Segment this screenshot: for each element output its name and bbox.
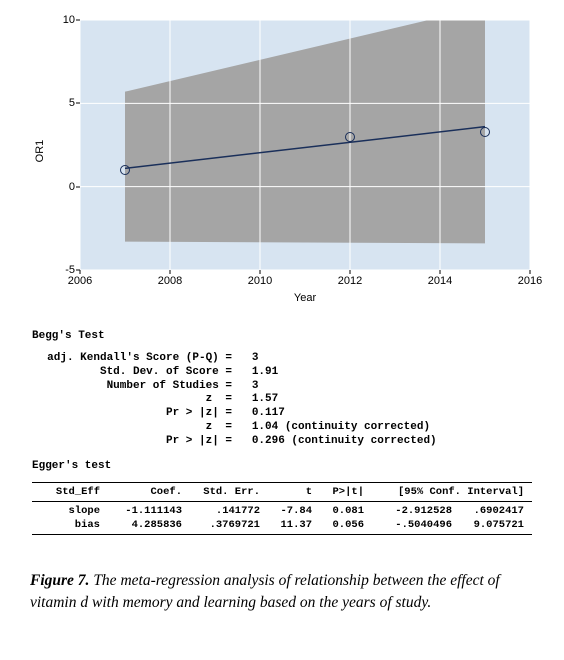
data-point — [120, 165, 130, 175]
confidence-band — [125, 20, 485, 243]
figure-label: Figure 7. — [30, 572, 89, 589]
x-tick — [440, 270, 441, 274]
data-point — [480, 127, 490, 137]
plot-frame — [80, 20, 530, 270]
beggs-test-body: adj. Kendall's Score (P-Q) = 3 Std. Dev.… — [32, 352, 437, 448]
x-tick-label: 2014 — [428, 275, 452, 287]
x-tick — [260, 270, 261, 274]
x-tick-label: 2016 — [518, 275, 542, 287]
y-tick-label: 5 — [69, 97, 75, 109]
x-tick-label: 2008 — [158, 275, 182, 287]
x-tick — [530, 270, 531, 274]
x-tick — [350, 270, 351, 274]
x-tick-label: 2006 — [68, 275, 92, 287]
y-tick — [76, 20, 80, 21]
beggs-test-title: Begg's Test — [32, 330, 105, 344]
meta-regression-chart: 10 5 0 -5 2006 2008 2010 2012 2014 2016 … — [30, 10, 540, 310]
eggers-header-row: Std_Eff Coef. Std. Err. t P>|t| [95% Con… — [32, 485, 532, 499]
eggers-table: Std_Eff Coef. Std. Err. t P>|t| [95% Con… — [32, 480, 532, 537]
data-point — [345, 132, 355, 142]
eggers-test-title: Egger's test — [32, 460, 111, 474]
eggers-row-slope: slope -1.111143 .141772 -7.84 0.081 -2.9… — [32, 504, 532, 518]
eggers-row-bias: bias 4.285836 .3769721 11.37 0.056 -.504… — [32, 518, 532, 532]
plot-svg — [80, 20, 530, 270]
x-tick-label: 2010 — [248, 275, 272, 287]
caption-text: The meta-regression analysis of relation… — [30, 572, 500, 611]
x-tick-label: 2012 — [338, 275, 362, 287]
y-tick-label: 0 — [69, 181, 75, 193]
figure-caption: Figure 7. The meta-regression analysis o… — [30, 570, 535, 613]
y-tick — [76, 103, 80, 104]
x-tick — [80, 270, 81, 274]
y-tick-label: 10 — [63, 14, 75, 26]
y-axis-label: OR1 — [34, 140, 46, 163]
x-tick — [170, 270, 171, 274]
x-axis-label: Year — [294, 292, 316, 304]
y-tick — [76, 186, 80, 187]
